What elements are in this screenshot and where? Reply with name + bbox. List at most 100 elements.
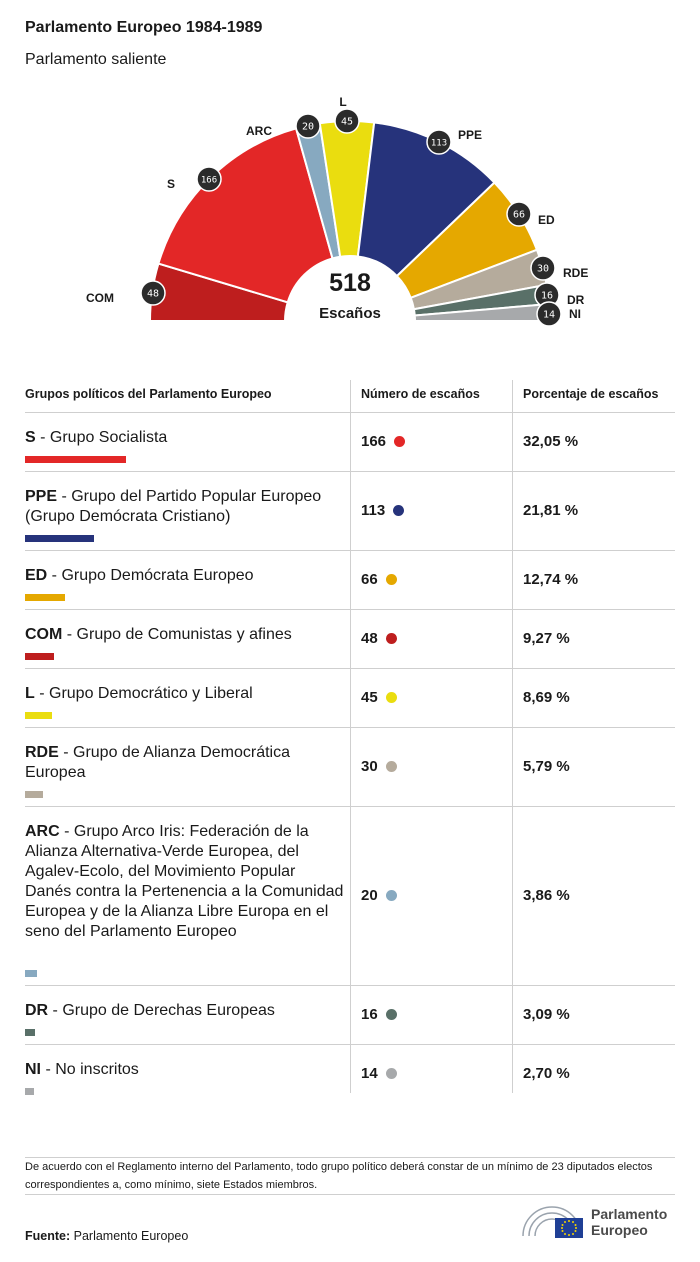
- source-value: Parlamento Europeo: [70, 1229, 189, 1243]
- seat-badge: [196, 166, 222, 192]
- chart-subtitle: Parlamento saliente: [25, 51, 167, 68]
- share-bar: [25, 653, 55, 660]
- seat-number: 20: [361, 887, 378, 904]
- seat-badge-value: 48: [147, 289, 159, 300]
- group-name: NI - No inscritos: [25, 1060, 345, 1080]
- group-description: - Grupo de Derechas Europeas: [48, 1002, 275, 1019]
- share-bar: [25, 1088, 34, 1095]
- share-bar: [25, 791, 44, 798]
- seat-percentage: 21,81 %: [523, 502, 579, 519]
- seat-badge: [530, 255, 556, 281]
- seat-number: 16: [361, 1006, 378, 1023]
- seat-number: 113: [361, 502, 386, 519]
- share-bar: [25, 535, 94, 542]
- seat-percentage: 12,74 %: [523, 571, 579, 588]
- color-dot: [385, 1009, 397, 1020]
- table-row: ARC - Grupo Arco Iris: Federación de la …: [25, 807, 675, 986]
- group-abbr: S: [25, 429, 36, 446]
- seat-count: 16: [361, 1006, 397, 1023]
- seat-badge: [140, 280, 166, 306]
- table-row: NI - No inscritos 14 2,70 %: [25, 1045, 675, 1103]
- seat-percentage: 9,27 %: [523, 630, 570, 647]
- group-name: S - Grupo Socialista: [25, 428, 345, 448]
- group-abbr: L: [25, 685, 35, 702]
- seat-percentage: 2,70 %: [523, 1065, 570, 1082]
- color-dot: [385, 633, 397, 644]
- seat-number: 66: [361, 571, 378, 588]
- seat-percentage: 3,09 %: [523, 1006, 570, 1023]
- table-row: S - Grupo Socialista 166 32,05 %: [25, 413, 675, 472]
- share-bar: [25, 712, 53, 719]
- parliament-logo: Parlamento Europeo: [519, 1204, 667, 1240]
- seat-badge: [426, 129, 452, 155]
- logo-line2: Europeo: [591, 1222, 648, 1238]
- total-seats-label: Escaños: [319, 305, 381, 322]
- segment-ppe: [356, 121, 496, 278]
- seat-badge: [334, 108, 360, 134]
- seat-badge: [506, 201, 532, 227]
- color-dot: [385, 761, 397, 772]
- table-row: ED - Grupo Demócrata Europeo 66 12,74 %: [25, 551, 675, 610]
- seat-badge-value: 30: [537, 264, 549, 275]
- seat-badge-value: 45: [341, 117, 353, 128]
- divider: [25, 1157, 675, 1158]
- group-name: L - Grupo Democrático y Liberal: [25, 684, 345, 704]
- hemicycle-logo-icon: [522, 1206, 583, 1238]
- seat-badge: [295, 113, 321, 139]
- group-label: PPE: [458, 128, 482, 142]
- group-abbr: NI: [25, 1061, 41, 1078]
- group-description: - Grupo del Partido Popular Europeo (Gru…: [25, 488, 322, 525]
- group-abbr: COM: [25, 626, 63, 643]
- total-seats: 518: [329, 269, 371, 297]
- group-description: - Grupo Democrático y Liberal: [34, 685, 253, 702]
- seat-number: 14: [361, 1065, 378, 1082]
- logo-line1: Parlamento: [591, 1206, 668, 1222]
- seat-badge-value: 14: [543, 310, 555, 321]
- footnote: De acuerdo con el Reglamento interno del…: [25, 1161, 653, 1191]
- seat-badge-value: 166: [201, 176, 217, 186]
- seat-number: 166: [361, 433, 387, 450]
- table-header: Grupos políticos del Parlamento Europeo …: [25, 380, 675, 413]
- seat-badge: [536, 301, 562, 327]
- seat-number: 30: [361, 758, 378, 775]
- group-label: S: [167, 177, 175, 191]
- seat-number: 45: [361, 689, 378, 706]
- table-row: RDE - Grupo de Alianza Democrática Europ…: [25, 728, 675, 807]
- group-label: COM: [86, 291, 114, 305]
- seat-percentage: 5,79 %: [523, 758, 570, 775]
- group-abbr: PPE: [25, 488, 58, 505]
- seat-badge-value: 66: [513, 210, 525, 221]
- seat-number: 48: [361, 630, 378, 647]
- group-label: ED: [538, 213, 555, 227]
- group-abbr: DR: [25, 1002, 49, 1019]
- share-bar: [25, 456, 126, 463]
- share-bar: [25, 1029, 35, 1036]
- seat-badge-value: 16: [541, 291, 553, 302]
- group-abbr: ARC: [25, 823, 60, 840]
- share-bar: [25, 594, 66, 601]
- group-name: RDE - Grupo de Alianza Democrática Europ…: [25, 743, 345, 783]
- seat-count: 14: [361, 1065, 397, 1082]
- color-dot: [393, 505, 405, 516]
- column-divider: [350, 380, 351, 1093]
- color-dot: [385, 890, 397, 901]
- color-dot: [385, 574, 397, 585]
- groups-table: Grupos políticos del Parlamento Europeo …: [25, 380, 675, 1103]
- seat-count: 113: [361, 502, 405, 519]
- column-divider: [512, 380, 513, 1093]
- table-row: PPE - Grupo del Partido Popular Europeo …: [25, 472, 675, 551]
- chart-title: Parlamento Europeo 1984-1989: [25, 19, 263, 36]
- seat-percentage: 8,69 %: [523, 689, 570, 706]
- seat-count: 66: [361, 571, 397, 588]
- seat-badge-value: 113: [431, 139, 447, 149]
- seat-percentage: 3,86 %: [523, 887, 570, 904]
- group-description: - Grupo de Alianza Democrática Europea: [25, 744, 290, 781]
- group-description: - Grupo Arco Iris: Federación de la Alia…: [25, 823, 344, 940]
- group-name: PPE - Grupo del Partido Popular Europeo …: [25, 487, 345, 527]
- seat-percentage: 32,05 %: [523, 433, 579, 450]
- group-label: NI: [569, 307, 581, 321]
- group-name: ED - Grupo Demócrata Europeo: [25, 566, 345, 586]
- header-groups: Grupos políticos del Parlamento Europeo: [25, 387, 272, 401]
- seat-count: 45: [361, 689, 397, 706]
- group-abbr: RDE: [25, 744, 59, 761]
